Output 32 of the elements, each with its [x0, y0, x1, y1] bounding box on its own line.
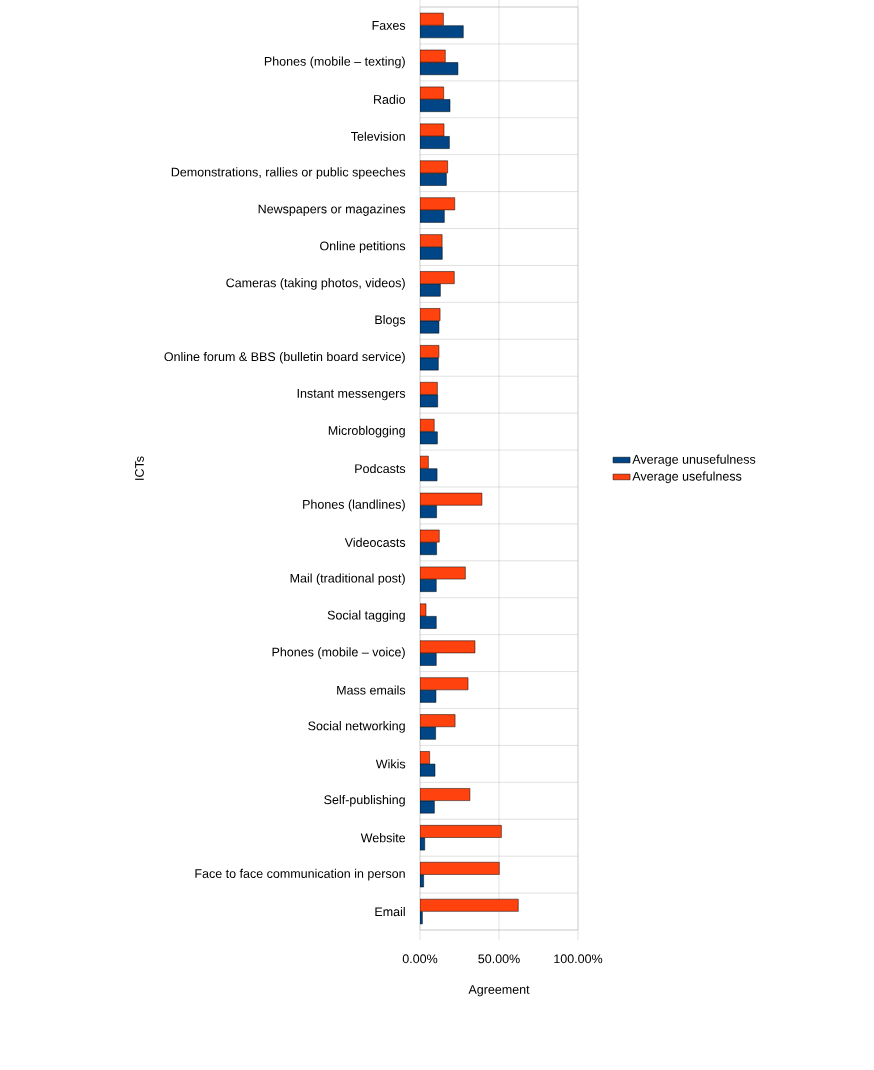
y-tick-label: Website — [360, 833, 406, 843]
legend-label: Average usefulness — [632, 471, 742, 484]
y-tick-label: Online petitions — [320, 241, 406, 253]
y-tick-label: Mass emails — [337, 685, 406, 695]
y-tick-label: Phones (mobile – texting) — [264, 56, 405, 69]
y-tick-label: Cameras (taking photos, videos) — [226, 278, 405, 290]
y-tick-label: Mail (traditional post) — [290, 573, 405, 586]
y-tick-label: Social networking — [308, 721, 405, 733]
y-tick-label: Phones (mobile – voice) — [272, 647, 405, 659]
y-tick-label: Online forum & BBS (bulletin board service) — [164, 351, 405, 364]
x-axis-title: Agreement — [468, 985, 530, 997]
y-tick-label: Email — [375, 906, 405, 917]
y-tick-label: Radio — [374, 94, 406, 104]
x-tick-label: 50.00% — [478, 954, 520, 964]
y-tick-label: Face to face communication in person — [195, 868, 405, 881]
y-tick-label: Faxes — [372, 21, 406, 30]
y-tick-label: Self-publishing — [324, 794, 405, 807]
y-axis-title: ICTs — [135, 456, 144, 480]
x-tick-label: 0.00% — [402, 954, 438, 964]
y-tick-label: Wikis — [375, 759, 406, 769]
x-tick-label: 100.00% — [554, 954, 603, 964]
y-tick-label: Social tagging — [327, 610, 405, 623]
y-tick-label: Television — [351, 131, 405, 141]
legend-label: Average unusefulness — [632, 454, 756, 467]
y-tick-label: Videocasts — [344, 537, 406, 547]
y-tick-label: Microblogging — [328, 425, 405, 438]
y-tick-label: Demonstrations, rallies or public speeches — [171, 167, 406, 179]
y-tick-label: Podcasts — [355, 463, 406, 474]
y-tick-label: Newspapers or magazines — [258, 204, 406, 216]
y-tick-label: Phones (landlines) — [303, 499, 405, 512]
y-tick-label: Instant messengers — [297, 389, 406, 401]
y-tick-label: Blogs — [375, 314, 406, 327]
